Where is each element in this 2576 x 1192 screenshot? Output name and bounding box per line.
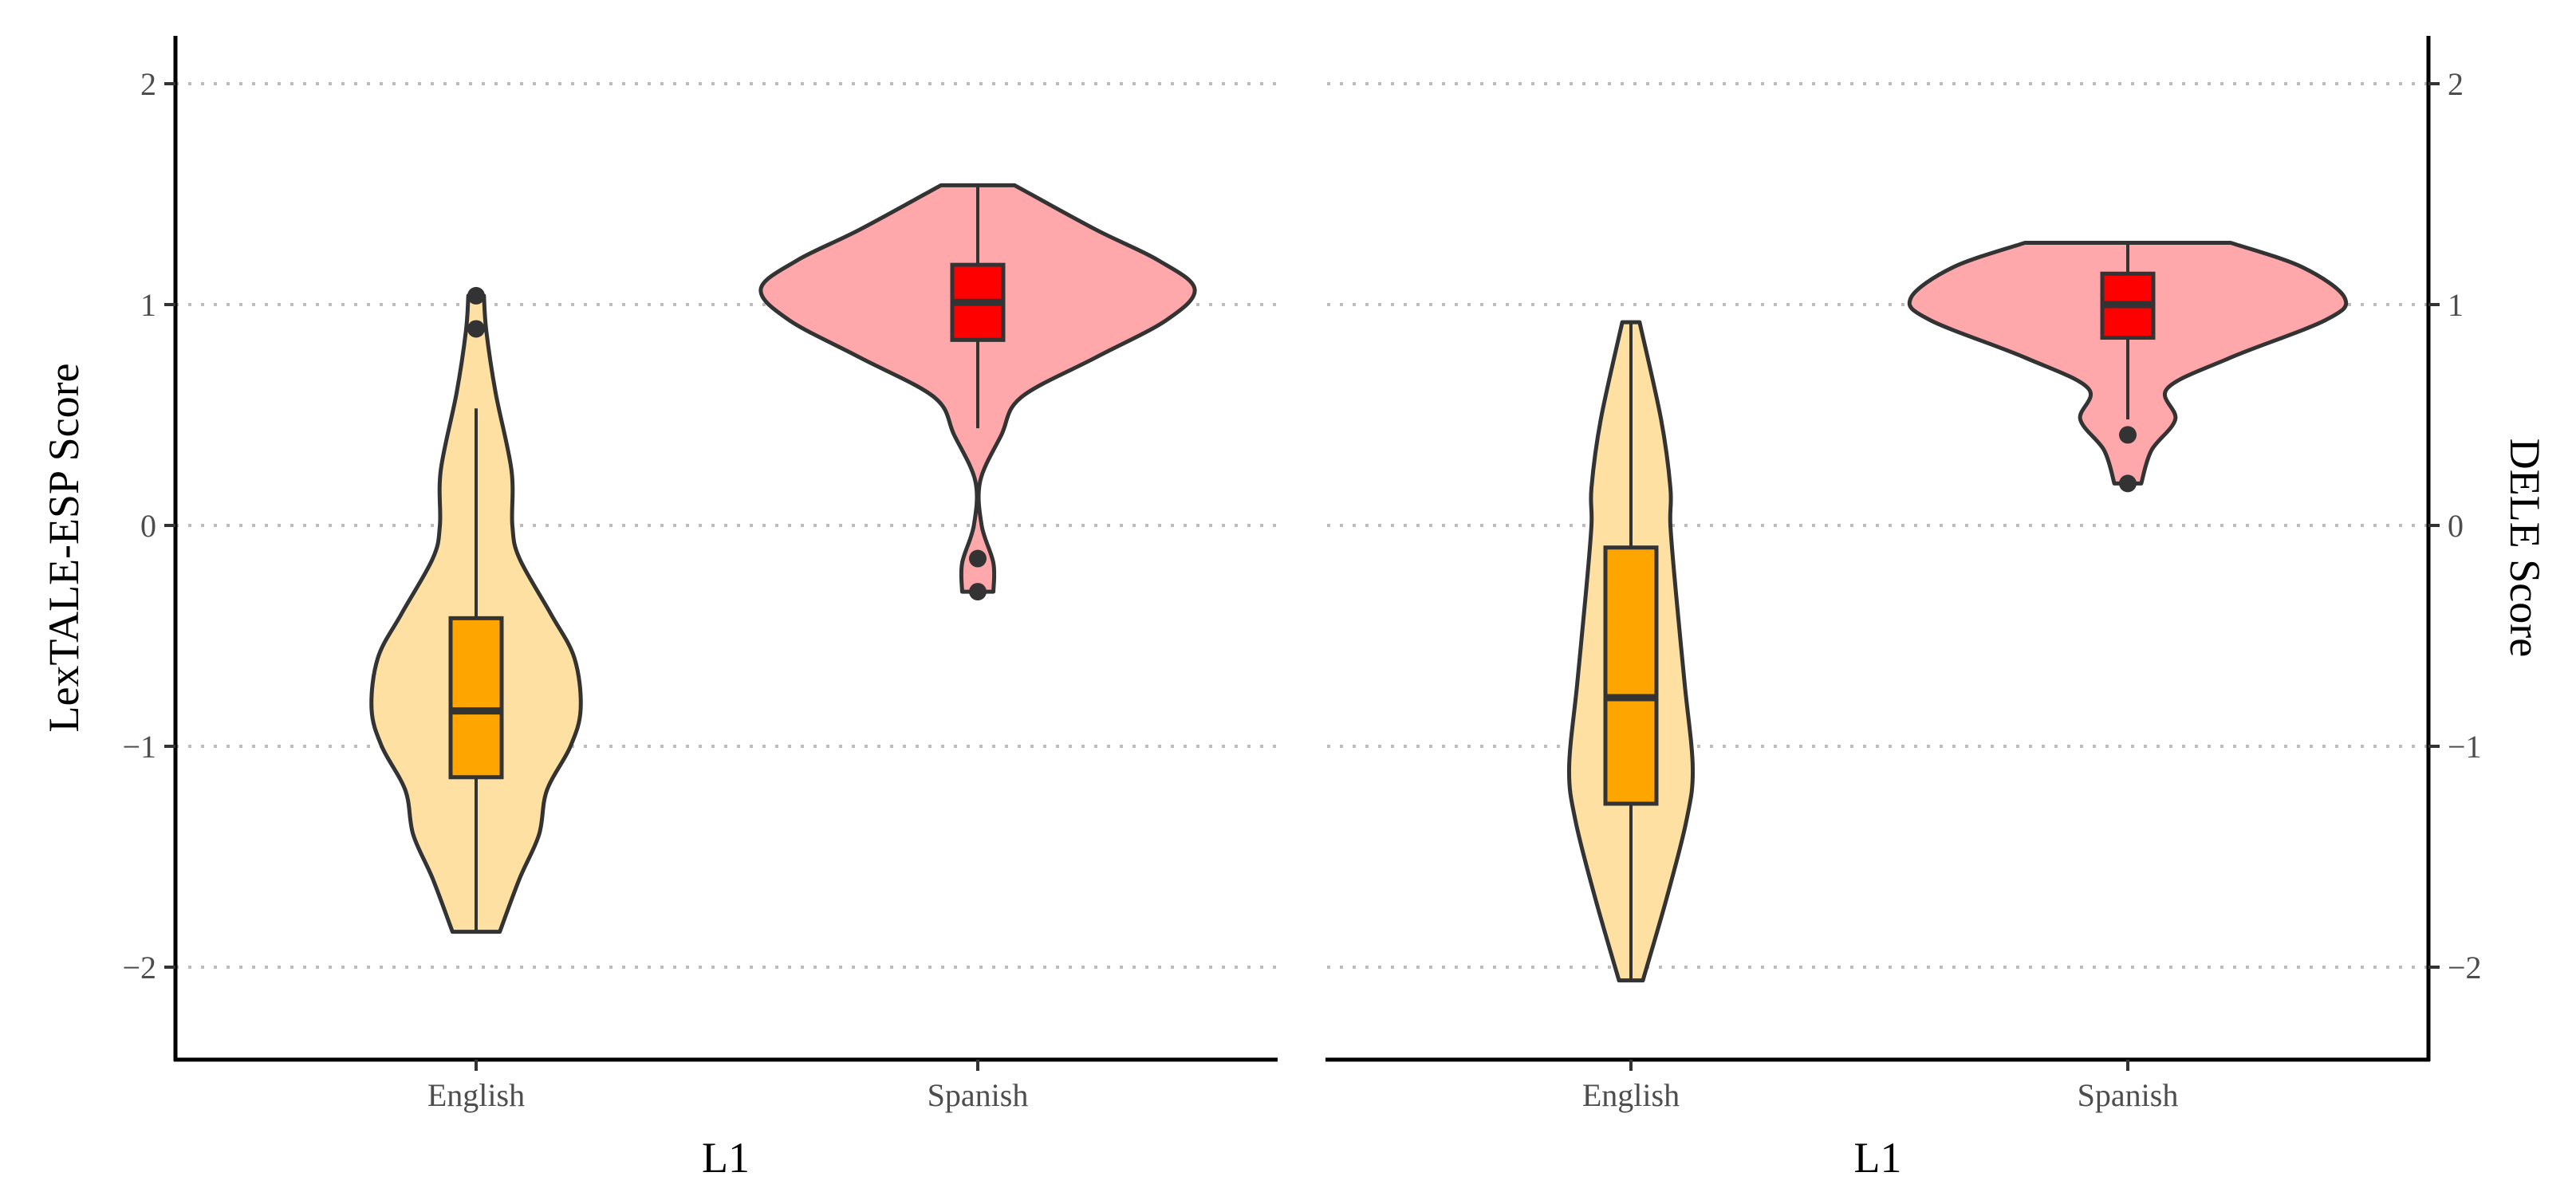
y-tick-label: −1: [2448, 729, 2482, 765]
y-tick-label: −2: [2448, 950, 2482, 985]
x-tick-label: Spanish: [2078, 1077, 2179, 1113]
panel-lextale: −2 −1 0 1 2 English Spanish L1 LexTALE-ESP Score: [40, 36, 1278, 1182]
outlier-point: [969, 549, 987, 568]
violin-group-english: [1566, 320, 1696, 983]
x-tick-label: English: [427, 1077, 525, 1113]
outlier-point: [969, 583, 987, 601]
violin-group-spanish: [758, 183, 1197, 601]
y-tick-label: 0: [2448, 508, 2464, 544]
outlier-point: [2119, 426, 2137, 444]
x-tick-label: Spanish: [928, 1077, 1029, 1113]
y-tick-label: −2: [122, 950, 156, 985]
outlier-point: [467, 286, 485, 305]
outlier-point: [2119, 474, 2137, 493]
box-iqr: [448, 616, 504, 780]
box-iqr: [1603, 545, 1659, 806]
y-axis-title: LexTALE-ESP Score: [40, 363, 88, 732]
violin-group-spanish: [1907, 240, 2349, 493]
x-axis-title: L1: [1854, 1134, 1902, 1182]
y-tick-label: 2: [2448, 66, 2464, 102]
violin-group-english: [369, 286, 583, 934]
y-tick-label: 0: [140, 508, 156, 544]
outlier-point: [467, 320, 485, 338]
y-axis-title: DELE Score: [2501, 439, 2549, 657]
x-tick-label: English: [1582, 1077, 1680, 1113]
y-tick-label: 1: [140, 287, 156, 323]
y-tick-label: 2: [140, 66, 156, 102]
y-tick-label: 1: [2448, 287, 2464, 323]
x-axis-title: L1: [702, 1134, 750, 1182]
y-tick-label: −1: [122, 729, 156, 765]
panel-dele: −2 −1 0 1 2 English Spanish L1 DELE Score: [1325, 36, 2549, 1182]
